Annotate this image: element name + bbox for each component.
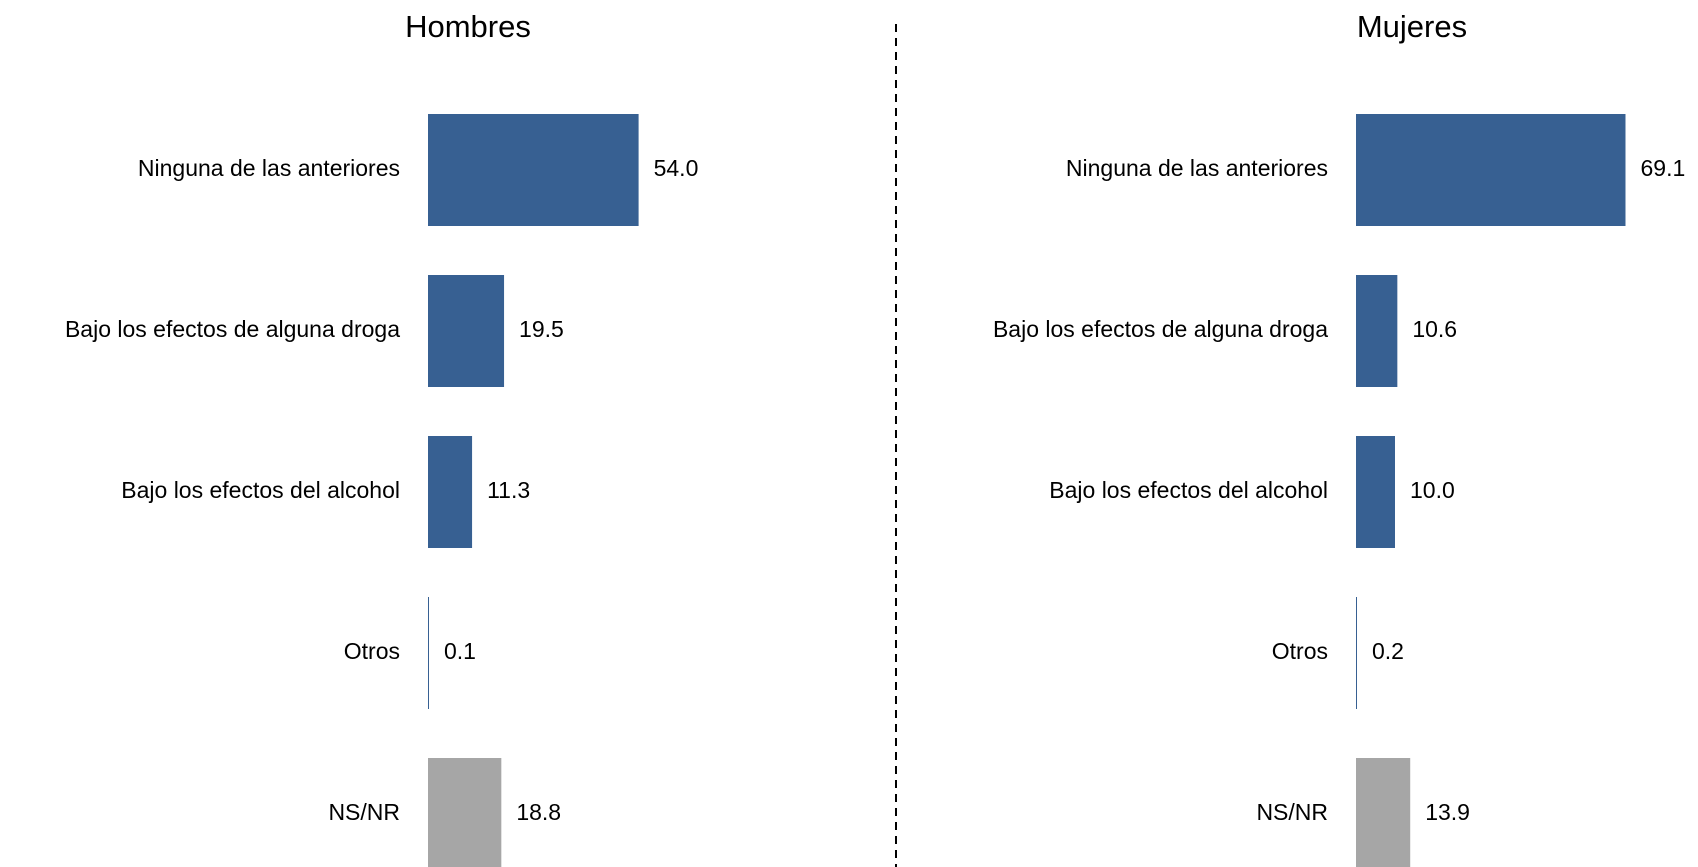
- value-label: 18.8: [516, 799, 561, 825]
- value-label: 10.6: [1412, 316, 1457, 342]
- bar: [428, 758, 502, 867]
- category-label: NS/NR: [1256, 799, 1328, 825]
- value-label: 19.5: [519, 316, 564, 342]
- category-label: Bajo los efectos del alcohol: [1049, 477, 1328, 503]
- category-label: Ninguna de las anteriores: [1066, 155, 1328, 181]
- bar: [1356, 597, 1357, 709]
- category-label: Bajo los efectos de alguna droga: [65, 316, 400, 342]
- category-label: Bajo los efectos de alguna droga: [993, 316, 1328, 342]
- bar: [1356, 436, 1395, 548]
- bar: [1356, 114, 1626, 226]
- value-label: 69.1: [1640, 155, 1685, 181]
- bar: [428, 436, 473, 548]
- bar: [1356, 275, 1398, 387]
- value-label: 54.0: [654, 155, 699, 181]
- value-label: 0.1: [444, 638, 476, 664]
- category-label: NS/NR: [328, 799, 400, 825]
- chart-title: Mujeres: [1357, 9, 1467, 44]
- chart-title: Hombres: [405, 9, 531, 44]
- value-label: 11.3: [487, 477, 530, 503]
- bar: [428, 275, 505, 387]
- bar: [1356, 758, 1411, 867]
- category-label: Otros: [344, 638, 400, 664]
- category-label: Bajo los efectos del alcohol: [121, 477, 400, 503]
- value-label: 0.2: [1372, 638, 1404, 664]
- bar: [428, 597, 429, 709]
- category-label: Ninguna de las anteriores: [138, 155, 400, 181]
- value-label: 13.9: [1425, 799, 1470, 825]
- bar: [428, 114, 639, 226]
- value-label: 10.0: [1410, 477, 1455, 503]
- category-label: Otros: [1272, 638, 1328, 664]
